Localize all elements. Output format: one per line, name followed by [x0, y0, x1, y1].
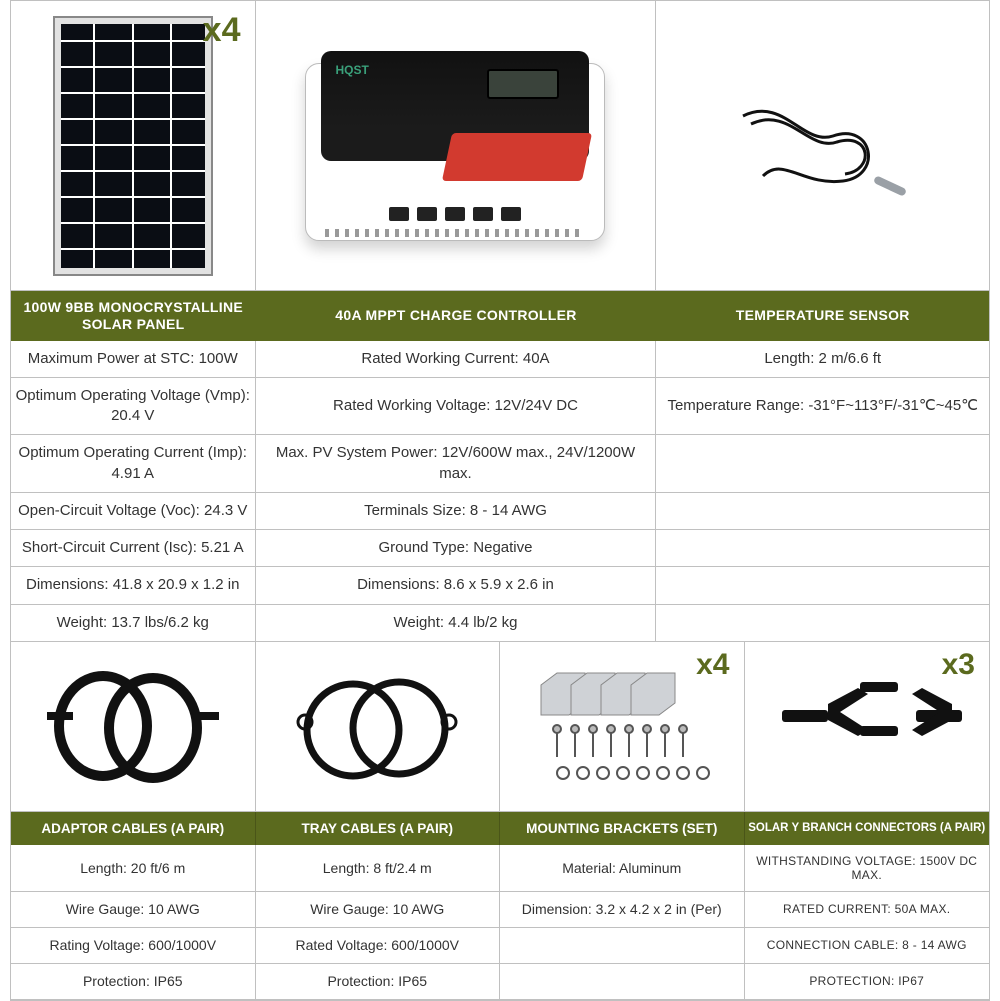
- spec-cell: Rated Working Current: 40A: [256, 341, 657, 378]
- bottom-image-row: x4: [11, 642, 989, 812]
- panel-header: 100W 9BB MONOCRYSTALLINE SOLAR PANEL: [11, 291, 256, 341]
- yconn-header: SOLAR Y BRANCH CONNECTORS (A PAIR): [745, 812, 990, 845]
- product-spec-sheet: x4 HQST 100W: [10, 0, 990, 1001]
- spec-row: Dimensions: 41.8 x 20.9 x 1.2 in Dimensi…: [11, 567, 989, 604]
- spec-cell: Max. PV System Power: 12V/600W max., 24V…: [256, 435, 657, 493]
- spec-cell: Ground Type: Negative: [256, 530, 657, 567]
- spec-cell: Length: 20 ft/6 m: [11, 845, 256, 892]
- controller-cell: HQST: [256, 1, 657, 290]
- spec-cell: Length: 8 ft/2.4 m: [256, 845, 501, 892]
- spec-row: Weight: 13.7 lbs/6.2 kg Weight: 4.4 lb/2…: [11, 605, 989, 642]
- spec-cell: Rated Working Voltage: 12V/24V DC: [256, 378, 657, 436]
- adaptor-header: ADAPTOR CABLES (A PAIR): [11, 812, 256, 845]
- spec-cell: Material: Aluminum: [500, 845, 745, 892]
- spec-cell: [500, 928, 745, 964]
- spec-cell: [656, 435, 989, 493]
- spec-cell: Dimension: 3.2 x 4.2 x 2 in (Per): [500, 892, 745, 928]
- adaptor-cell: [11, 642, 256, 811]
- spec-cell: Wire Gauge: 10 AWG: [11, 892, 256, 928]
- spec-cell: Protection: IP65: [256, 964, 501, 1000]
- spec-cell: [656, 530, 989, 567]
- sensor-header: TEMPERATURE SENSOR: [656, 291, 989, 341]
- spec-cell: Maximum Power at STC: 100W: [11, 341, 256, 378]
- spec-cell: Optimum Operating Current (Imp): 4.91 A: [11, 435, 256, 493]
- temperature-sensor-icon: [723, 86, 923, 206]
- spec-cell: Dimensions: 41.8 x 20.9 x 1.2 in: [11, 567, 256, 604]
- spec-cell: CONNECTION CABLE: 8 - 14 AWG: [745, 928, 990, 964]
- spec-cell: Dimensions: 8.6 x 5.9 x 2.6 in: [256, 567, 657, 604]
- spec-cell: [500, 964, 745, 1000]
- yconn-qty: x3: [942, 648, 975, 682]
- spec-cell: Short-Circuit Current (Isc): 5.21 A: [11, 530, 256, 567]
- top-image-row: x4 HQST: [11, 1, 989, 291]
- spec-cell: RATED CURRENT: 50A MAX.: [745, 892, 990, 928]
- spec-row: Wire Gauge: 10 AWG Wire Gauge: 10 AWG Di…: [11, 892, 989, 928]
- bottom-headers: ADAPTOR CABLES (A PAIR) TRAY CABLES (A P…: [11, 812, 989, 845]
- spec-row: Optimum Operating Voltage (Vmp): 20.4 V …: [11, 378, 989, 436]
- y-branch-connector-icon: [772, 666, 962, 786]
- spec-cell: [656, 605, 989, 642]
- solar-panel-qty: x4: [203, 11, 241, 50]
- spec-cell: Rated Voltage: 600/1000V: [256, 928, 501, 964]
- tray-header: TRAY CABLES (A PAIR): [256, 812, 501, 845]
- spec-row: Short-Circuit Current (Isc): 5.21 A Grou…: [11, 530, 989, 567]
- solar-panel-cell: x4: [11, 1, 256, 290]
- spec-row: Optimum Operating Current (Imp): 4.91 A …: [11, 435, 989, 493]
- brackets-header: MOUNTING BRACKETS (SET): [500, 812, 745, 845]
- controller-brand: HQST: [335, 63, 368, 77]
- solar-panel-icon: [53, 16, 213, 276]
- brackets-qty: x4: [696, 648, 729, 682]
- spec-cell: Wire Gauge: 10 AWG: [256, 892, 501, 928]
- spec-row: Open-Circuit Voltage (Voc): 24.3 V Termi…: [11, 493, 989, 530]
- spec-row: Length: 20 ft/6 m Length: 8 ft/2.4 m Mat…: [11, 845, 989, 892]
- spec-cell: PROTECTION: IP67: [745, 964, 990, 1000]
- spec-row: Rating Voltage: 600/1000V Rated Voltage:…: [11, 928, 989, 964]
- spec-cell: Length: 2 m/6.6 ft: [656, 341, 989, 378]
- spec-row: Protection: IP65 Protection: IP65 PROTEC…: [11, 964, 989, 1000]
- tray-cell: [256, 642, 501, 811]
- tray-cables-icon: [287, 656, 467, 796]
- yconn-cell: x3: [745, 642, 990, 811]
- spec-cell: Weight: 13.7 lbs/6.2 kg: [11, 605, 256, 642]
- brackets-cell: x4: [500, 642, 745, 811]
- spec-cell: Terminals Size: 8 - 14 AWG: [256, 493, 657, 530]
- spec-cell: Optimum Operating Voltage (Vmp): 20.4 V: [11, 378, 256, 436]
- spec-cell: Rating Voltage: 600/1000V: [11, 928, 256, 964]
- spec-cell: Temperature Range: -31°F~113°F/-31℃~45℃: [656, 378, 989, 436]
- spec-row: Maximum Power at STC: 100W Rated Working…: [11, 341, 989, 378]
- sensor-cell: [656, 1, 989, 290]
- controller-header: 40A MPPT CHARGE CONTROLLER: [256, 291, 657, 341]
- spec-cell: Protection: IP65: [11, 964, 256, 1000]
- spec-cell: Open-Circuit Voltage (Voc): 24.3 V: [11, 493, 256, 530]
- spec-cell: WITHSTANDING VOLTAGE: 1500V DC MAX.: [745, 845, 990, 892]
- spec-cell: Weight: 4.4 lb/2 kg: [256, 605, 657, 642]
- charge-controller-icon: HQST: [305, 51, 605, 241]
- adaptor-cables-icon: [43, 656, 223, 796]
- top-headers: 100W 9BB MONOCRYSTALLINE SOLAR PANEL 40A…: [11, 291, 989, 341]
- spec-cell: [656, 493, 989, 530]
- spec-cell: [656, 567, 989, 604]
- mounting-brackets-icon: [527, 661, 717, 791]
